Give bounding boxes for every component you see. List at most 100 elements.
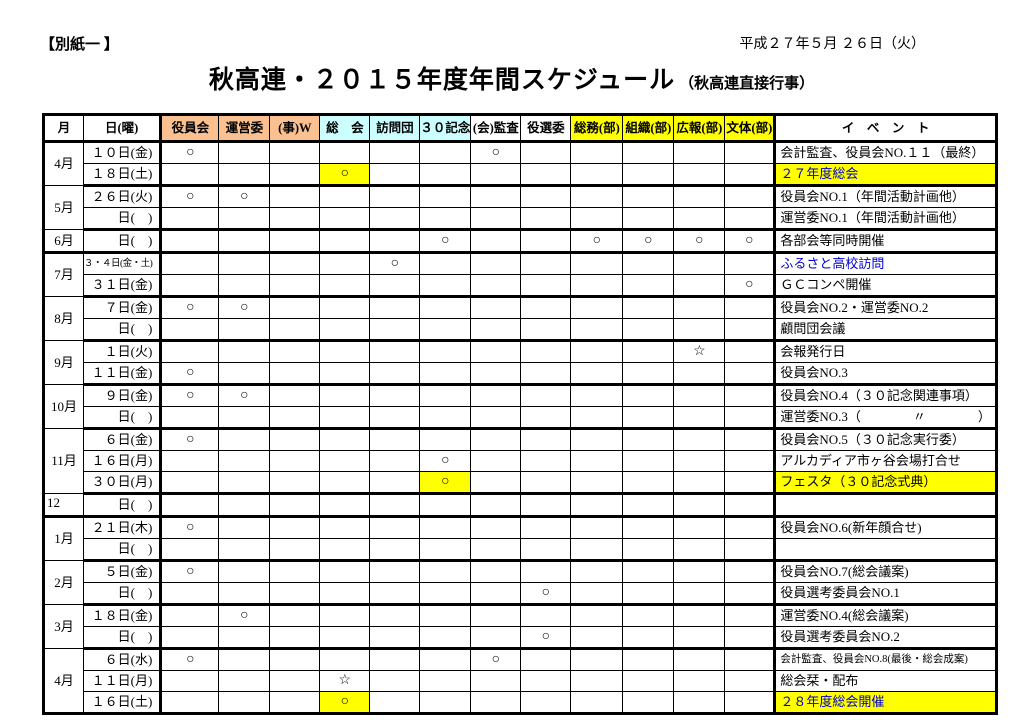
mark-cell [673, 691, 726, 715]
month-cell: 6月 [43, 229, 84, 254]
mark-cell [470, 384, 522, 407]
mark-cell [419, 274, 472, 298]
mark-cell [622, 207, 675, 231]
mark-cell [218, 207, 271, 231]
circle-mark-cell: ○ [673, 229, 726, 254]
mark-cell [673, 560, 726, 583]
mark-cell [470, 207, 522, 231]
mark-cell [419, 626, 472, 650]
mark-cell [622, 163, 675, 187]
mark-cell [520, 141, 572, 164]
circle-mark-cell: ○ [520, 582, 572, 606]
mark-cell [269, 340, 321, 363]
table-row: 4月 ６日(水) ○ ○ 会計監査、役員会NO.8(最後・総会成案) [43, 648, 997, 714]
table-row: 3月 １８日(金) ○ 運営委NO.4(総会議案) [43, 604, 997, 649]
mark-cell [269, 538, 321, 562]
mark-cell [419, 604, 472, 627]
mark-cell [470, 185, 522, 208]
mark-cell [673, 648, 726, 671]
mark-cell [419, 538, 472, 562]
mark-cell [622, 626, 675, 650]
event-cell: 運営委NO.4(総会議案) [773, 604, 997, 627]
mark-cell [319, 318, 371, 342]
mark-cell [520, 471, 572, 495]
event-cell: 会計監査、役員会NO.１１（最終） [773, 141, 997, 164]
mark-cell [369, 626, 421, 650]
mark-cell [470, 229, 522, 254]
mark-cell [470, 560, 522, 583]
mark-cell [218, 428, 271, 451]
event-cell: ２８年度総会開催 [773, 691, 997, 715]
mark-cell [269, 185, 321, 208]
mark-cell [622, 691, 675, 715]
event-cell: 各部会等同時開催 [773, 229, 997, 254]
col-header-mark: (事)W [269, 114, 321, 143]
circle-mark-cell: ○ [419, 229, 472, 254]
mark-cell [269, 141, 321, 164]
mark-cell [419, 141, 472, 164]
mark-cell [622, 516, 675, 539]
mark-cell [470, 516, 522, 539]
mark-cell [369, 185, 421, 208]
mark-cell [622, 274, 675, 298]
mark-cell [673, 582, 726, 606]
mark-cell [218, 274, 271, 298]
mark-cell [724, 185, 776, 208]
mark-cell [673, 362, 726, 386]
day-cell: 日( ) [82, 626, 163, 650]
day-cell: １０日(金) [82, 141, 163, 164]
page-subtitle: （秋高連直接行事） [679, 76, 815, 92]
mark-cell [570, 207, 624, 231]
mark-cell [520, 362, 572, 386]
mark-cell [570, 604, 624, 627]
mark-cell [570, 340, 624, 363]
mark-cell [369, 207, 421, 231]
mark-cell [470, 406, 522, 430]
mark-cell [622, 296, 675, 319]
mark-cell [160, 406, 220, 430]
col-header-mark: 運営委 [218, 114, 271, 143]
month-cell: 11月 [43, 428, 84, 494]
mark-cell [160, 538, 220, 562]
day-cell: １８日(金) [82, 604, 163, 627]
col-header-month: 月 [43, 114, 84, 143]
mark-cell [269, 560, 321, 583]
event-cell: ＧＣコンペ開催 [773, 274, 997, 298]
mark-cell [673, 252, 726, 275]
mark-cell [724, 538, 776, 562]
mark-cell [570, 163, 624, 187]
circle-mark-cell: ○ [622, 229, 675, 254]
mark-cell [570, 318, 624, 342]
mark-cell [319, 141, 371, 164]
mark-cell [570, 406, 624, 430]
mark-cell [724, 340, 776, 363]
table-row: ３１日(金) ○ ＧＣコンペ開催 [44, 274, 997, 298]
mark-cell [319, 384, 371, 407]
mark-cell [160, 493, 220, 518]
mark-cell [470, 318, 522, 342]
col-header-mark: 文体(部) [724, 114, 776, 143]
mark-cell [673, 185, 726, 208]
mark-cell [160, 582, 220, 606]
mark-cell [520, 450, 572, 472]
mark-cell [570, 185, 624, 208]
mark-cell [269, 450, 321, 472]
mark-cell [724, 163, 776, 187]
mark-cell [520, 604, 572, 627]
mark-cell [570, 626, 624, 650]
mark-cell [319, 406, 371, 430]
mark-cell [369, 384, 421, 407]
event-cell: 会報発行日 [773, 340, 997, 363]
mark-cell [520, 691, 572, 715]
mark-cell [369, 141, 421, 164]
mark-cell [724, 428, 776, 451]
table-row: 12 日( ) [43, 493, 997, 518]
mark-cell [724, 493, 776, 518]
mark-cell [570, 384, 624, 407]
mark-cell [520, 538, 572, 562]
mark-cell [160, 471, 220, 495]
table-row: 6月 日( ) ○ ○ ○ ○ ○ 各部会等同時開催 [43, 229, 997, 254]
mark-cell [470, 428, 522, 451]
month-cell: 4月 [43, 648, 84, 714]
mark-cell [160, 274, 220, 298]
